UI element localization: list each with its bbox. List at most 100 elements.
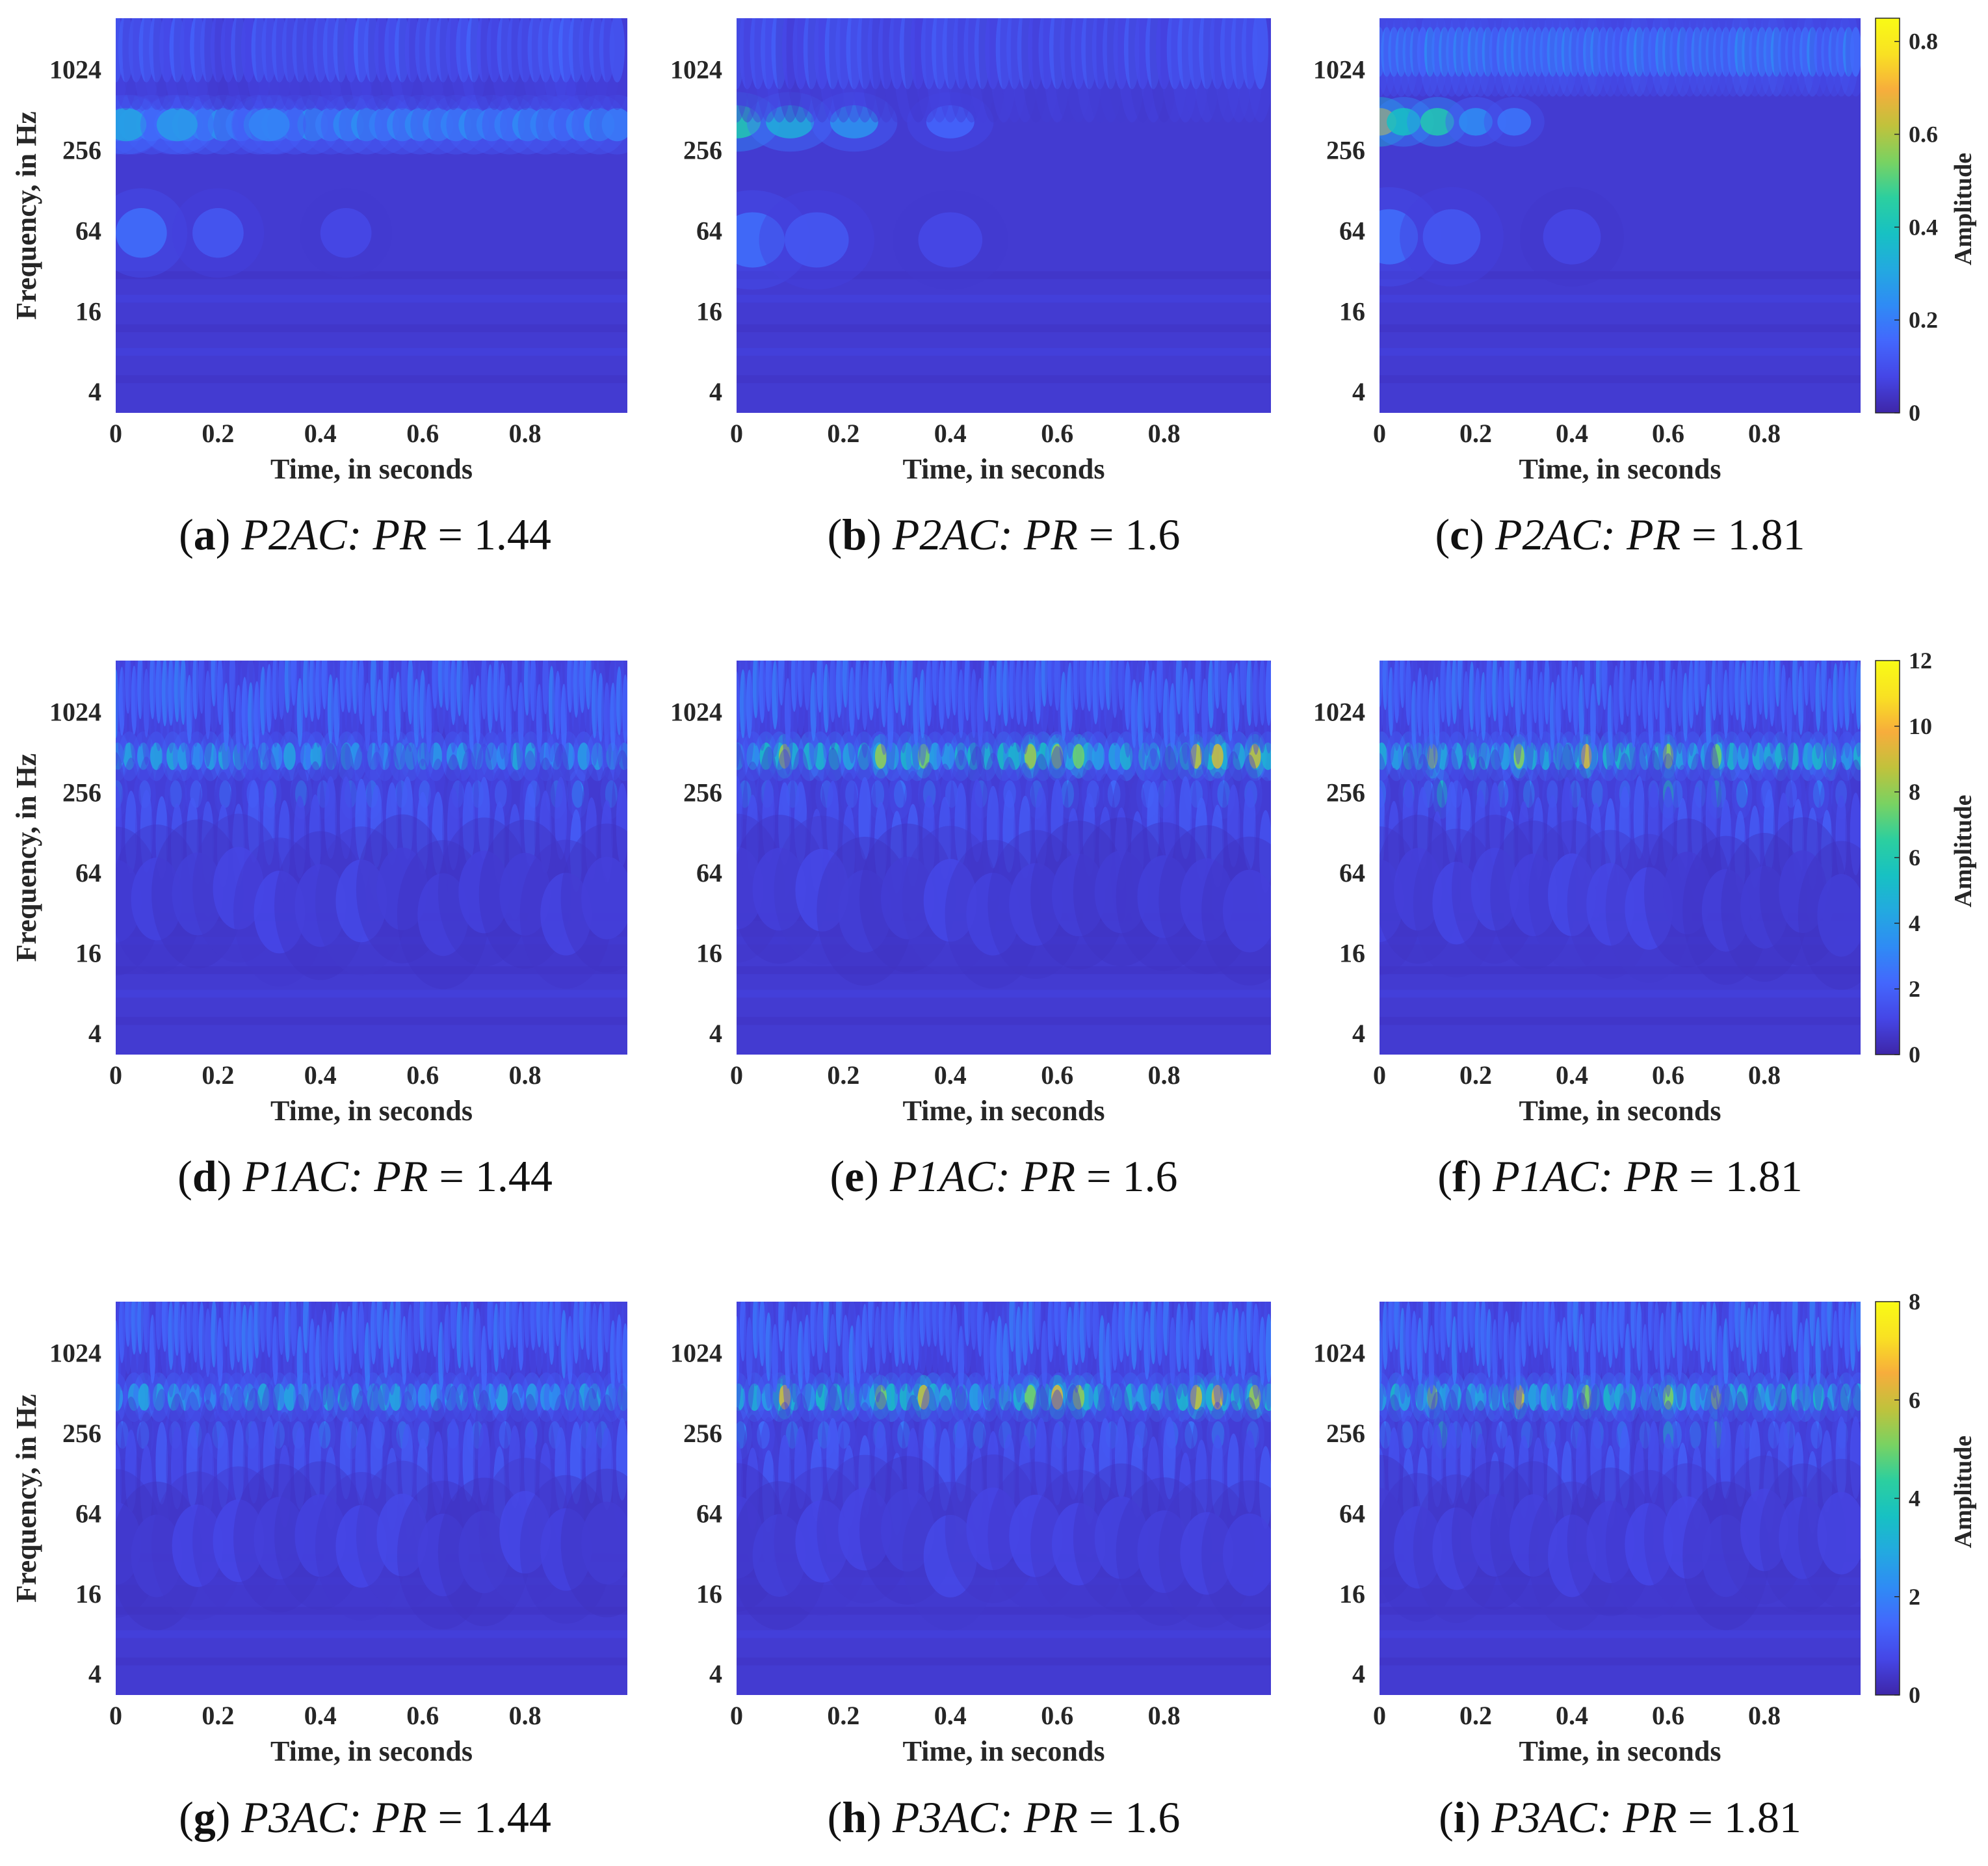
heatmap-cell — [395, 1302, 402, 1360]
heatmap-cell — [1394, 1506, 1443, 1589]
heatmap-cell — [1015, 1306, 1022, 1376]
heatmap-band — [737, 324, 1271, 332]
heatmap-cell — [917, 1384, 930, 1410]
heatmap-cell — [778, 1302, 785, 1352]
heatmap-cell — [759, 742, 773, 770]
y-tick-label: 1024 — [49, 698, 101, 727]
panel-caption: (f) P1AC: PR = 1.81 — [1437, 1151, 1802, 1201]
heatmap-cell — [848, 666, 856, 737]
heatmap-cell — [1432, 861, 1481, 945]
x-tick-label: 0.4 — [1556, 1701, 1588, 1730]
heatmap-cell — [116, 1421, 129, 1449]
heatmap-cell — [848, 1325, 856, 1395]
heatmap-cell — [1588, 1383, 1601, 1412]
heatmap-cell — [1180, 1512, 1234, 1595]
heatmap-cell — [229, 1302, 236, 1371]
heatmap-cell — [897, 1421, 910, 1449]
heatmap-cell — [1051, 1423, 1064, 1506]
heatmap-cell — [1625, 867, 1673, 950]
heatmap-cell — [1710, 1384, 1722, 1410]
heatmap-cell — [1021, 1302, 1028, 1366]
heatmap-cell — [1039, 1383, 1053, 1412]
heatmap-cell — [1210, 1434, 1224, 1518]
heatmap-cell — [192, 661, 199, 720]
heatmap-cell — [263, 1416, 276, 1499]
heatmap-cell — [1528, 1383, 1540, 1412]
heatmap-cell — [569, 1421, 582, 1505]
heatmap-cell — [284, 661, 291, 713]
heatmap-cell — [857, 742, 870, 770]
heatmap-cell — [1548, 1514, 1596, 1597]
heatmap-cell — [540, 873, 592, 956]
heatmap-cell — [1391, 742, 1402, 770]
heatmap-cell — [155, 661, 162, 724]
heatmap-cell — [1217, 780, 1231, 808]
heatmap-cell — [524, 783, 536, 867]
heatmap-cell — [581, 1501, 627, 1584]
heatmap-cell — [861, 1304, 869, 1373]
heatmap-cell — [211, 661, 217, 707]
heatmap-cell — [367, 1383, 380, 1412]
heatmap-cell — [1388, 1302, 1394, 1352]
heatmap-cell — [1099, 1315, 1106, 1384]
heatmap-cell — [404, 742, 417, 770]
heatmap-cell — [284, 1383, 296, 1412]
heatmap-cell — [1118, 1302, 1125, 1363]
y-tick-label: 1024 — [670, 1338, 722, 1367]
heatmap-cell — [1513, 744, 1524, 769]
heatmap-cell — [844, 1383, 857, 1412]
heatmap-cell — [150, 742, 163, 770]
heatmap-cell — [177, 742, 190, 770]
heatmap-band — [737, 1630, 1271, 1638]
heatmap-cell — [1051, 1503, 1106, 1586]
heatmap-cell — [233, 742, 246, 770]
heatmap-cell — [1763, 1302, 1770, 1352]
heatmap-band — [737, 295, 1271, 303]
heatmap-cell — [1118, 661, 1125, 711]
heatmap-cell — [1671, 1302, 1677, 1359]
heatmap-cell — [1532, 1302, 1539, 1358]
colorbar-tick-label: 0.2 — [1909, 307, 1938, 333]
heatmap-cell — [549, 1383, 562, 1412]
heatmap-cell — [1047, 1302, 1054, 1363]
heatmap-cell — [591, 669, 598, 739]
heatmap-cell — [1691, 786, 1703, 869]
heatmap-cell — [1081, 742, 1095, 770]
heatmap-cell — [116, 208, 167, 258]
heatmap-cell — [1388, 667, 1394, 737]
x-axis-label: Time, in seconds — [270, 453, 473, 485]
heatmap-cell — [204, 670, 211, 740]
heatmap-band — [737, 271, 1271, 280]
heatmap-cell — [830, 1313, 836, 1383]
heatmap-cell — [1474, 1383, 1487, 1412]
heatmap-cell — [1812, 742, 1824, 770]
heatmap-cell — [413, 678, 420, 748]
heatmap-cell — [161, 661, 168, 727]
heatmap-cell — [737, 212, 785, 268]
heatmap-cell — [1488, 1383, 1500, 1412]
heatmap-cell — [1509, 1321, 1515, 1391]
x-tick-label: 0 — [109, 1701, 122, 1730]
heatmap-cell — [1079, 661, 1086, 711]
heatmap-cell — [585, 797, 598, 880]
heatmap-cell — [1417, 667, 1423, 737]
heatmap-cell — [1723, 1318, 1729, 1387]
heatmap-cell — [1400, 1308, 1406, 1377]
heatmap-cell — [1639, 742, 1651, 770]
heatmap-cell — [1855, 1302, 1861, 1352]
heatmap-cell — [1009, 863, 1063, 946]
heatmap-band — [737, 348, 1271, 356]
x-tick-label: 0.6 — [1041, 1060, 1073, 1090]
panel-caption: (i) P3AC: PR = 1.81 — [1439, 1793, 1801, 1842]
y-tick-label: 16 — [1339, 939, 1365, 968]
heatmap-cell — [309, 794, 322, 878]
heatmap-cell — [174, 1302, 181, 1356]
heatmap-c — [1380, 18, 1861, 413]
heatmap-cell — [562, 742, 575, 770]
panel-caption: (g) P3AC: PR = 1.44 — [179, 1793, 551, 1842]
heatmap-cell — [1552, 742, 1565, 770]
heatmap-cell — [1636, 661, 1643, 716]
caption-paren: ( — [1439, 1793, 1454, 1842]
heatmap-cell — [1781, 664, 1787, 734]
caption-paren: ( — [179, 510, 194, 559]
